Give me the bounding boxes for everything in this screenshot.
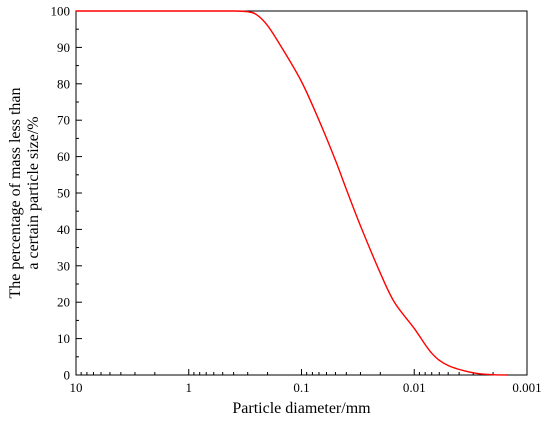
y-tick-label: 80	[57, 76, 70, 91]
y-tick-label: 20	[57, 295, 70, 310]
y-axis-title-line-2: a certain particle size/%	[25, 116, 42, 269]
x-tick-label: 0.01	[403, 380, 426, 395]
x-tick-label: 0.1	[293, 380, 309, 395]
y-tick-label: 90	[57, 40, 70, 55]
plot-area	[75, 10, 528, 376]
y-tick-label: 100	[51, 4, 71, 19]
y-axis-title-line-1: The percentage of mass less than	[7, 87, 24, 298]
x-tick-label: 10	[70, 380, 83, 395]
series-layer	[75, 10, 508, 376]
y-tick-label: 30	[57, 258, 70, 273]
x-tick-label: 1	[186, 380, 193, 395]
plot-frame	[75, 10, 528, 376]
x-axis-ticks: 10 1 0.1 0.01 0.001	[70, 369, 542, 395]
y-tick-label: 0	[64, 368, 71, 383]
y-tick-label: 40	[57, 222, 70, 237]
y-axis-ticks: 0 10 20 30 40 50 60 70 80 90 100	[51, 4, 82, 383]
y-tick-label: 10	[57, 331, 70, 346]
y-tick-label: 60	[57, 149, 70, 164]
y-tick-label: 70	[57, 113, 70, 128]
series-line	[75, 10, 508, 376]
x-tick-label: 0.001	[512, 380, 541, 395]
x-axis-title: Particle diameter/mm	[232, 400, 371, 417]
y-tick-label: 50	[57, 186, 70, 201]
y-axis-title: The percentage of mass less than a certa…	[7, 87, 42, 298]
